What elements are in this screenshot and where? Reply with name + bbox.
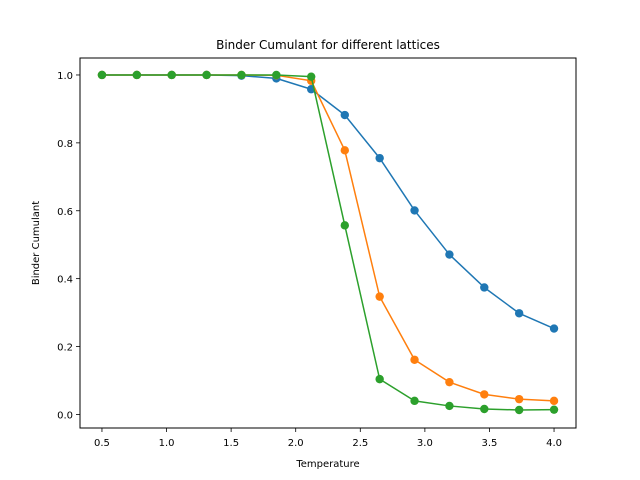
chart-title: Binder Cumulant for different lattices bbox=[216, 38, 440, 52]
data-point bbox=[480, 404, 489, 414]
data-point bbox=[514, 394, 524, 404]
x-tick-label: 2.5 bbox=[352, 438, 368, 449]
data-point bbox=[340, 146, 349, 155]
x-axis-label: Temperature bbox=[295, 459, 359, 470]
y-tick-label: 0.2 bbox=[57, 343, 73, 354]
data-point bbox=[549, 324, 559, 333]
data-point bbox=[445, 250, 454, 259]
x-tick-label: 4.0 bbox=[546, 438, 562, 449]
data-point bbox=[514, 309, 524, 318]
data-point bbox=[549, 405, 559, 414]
data-point bbox=[272, 70, 281, 80]
data-point bbox=[375, 292, 384, 301]
data-point bbox=[410, 206, 419, 215]
y-axis-ticks: 0.0 0.2 0.4 0.6 0.8 1.0 bbox=[57, 71, 80, 421]
data-point bbox=[514, 405, 524, 415]
y-tick-label: 0.4 bbox=[57, 275, 73, 286]
data-point bbox=[167, 70, 176, 80]
data-point bbox=[132, 70, 142, 80]
y-tick-label: 0.0 bbox=[57, 410, 73, 421]
data-point bbox=[375, 153, 384, 163]
plot-area bbox=[97, 70, 559, 415]
data-point bbox=[445, 401, 454, 411]
data-point bbox=[375, 374, 384, 384]
data-point bbox=[549, 396, 559, 406]
y-tick-label: 1.0 bbox=[57, 71, 73, 82]
data-point bbox=[97, 70, 107, 80]
data-point bbox=[410, 355, 419, 364]
data-point bbox=[445, 377, 454, 387]
data-point bbox=[307, 72, 316, 81]
data-point bbox=[237, 70, 246, 80]
x-tick-label: 0.5 bbox=[94, 438, 110, 449]
data-point bbox=[202, 70, 211, 80]
data-point bbox=[480, 390, 489, 399]
x-tick-label: 1.0 bbox=[159, 438, 175, 449]
data-point bbox=[480, 283, 489, 292]
y-tick-label: 0.8 bbox=[57, 139, 73, 150]
y-tick-label: 0.6 bbox=[57, 207, 73, 218]
data-point bbox=[340, 110, 349, 120]
data-point bbox=[410, 396, 419, 406]
data-point bbox=[340, 221, 349, 230]
x-tick-label: 1.5 bbox=[223, 438, 239, 449]
axes-frame bbox=[79, 57, 577, 429]
x-tick-label: 2.0 bbox=[288, 438, 304, 449]
x-axis-ticks: 0.5 1.0 1.5 2.0 2.5 3.0 3.5 4.0 bbox=[94, 428, 562, 449]
series-line bbox=[101, 74, 555, 411]
series-3 bbox=[97, 70, 559, 415]
x-tick-label: 3.5 bbox=[482, 438, 498, 449]
x-tick-label: 3.0 bbox=[417, 438, 433, 449]
y-axis-label: Binder Cumulant bbox=[31, 201, 42, 285]
